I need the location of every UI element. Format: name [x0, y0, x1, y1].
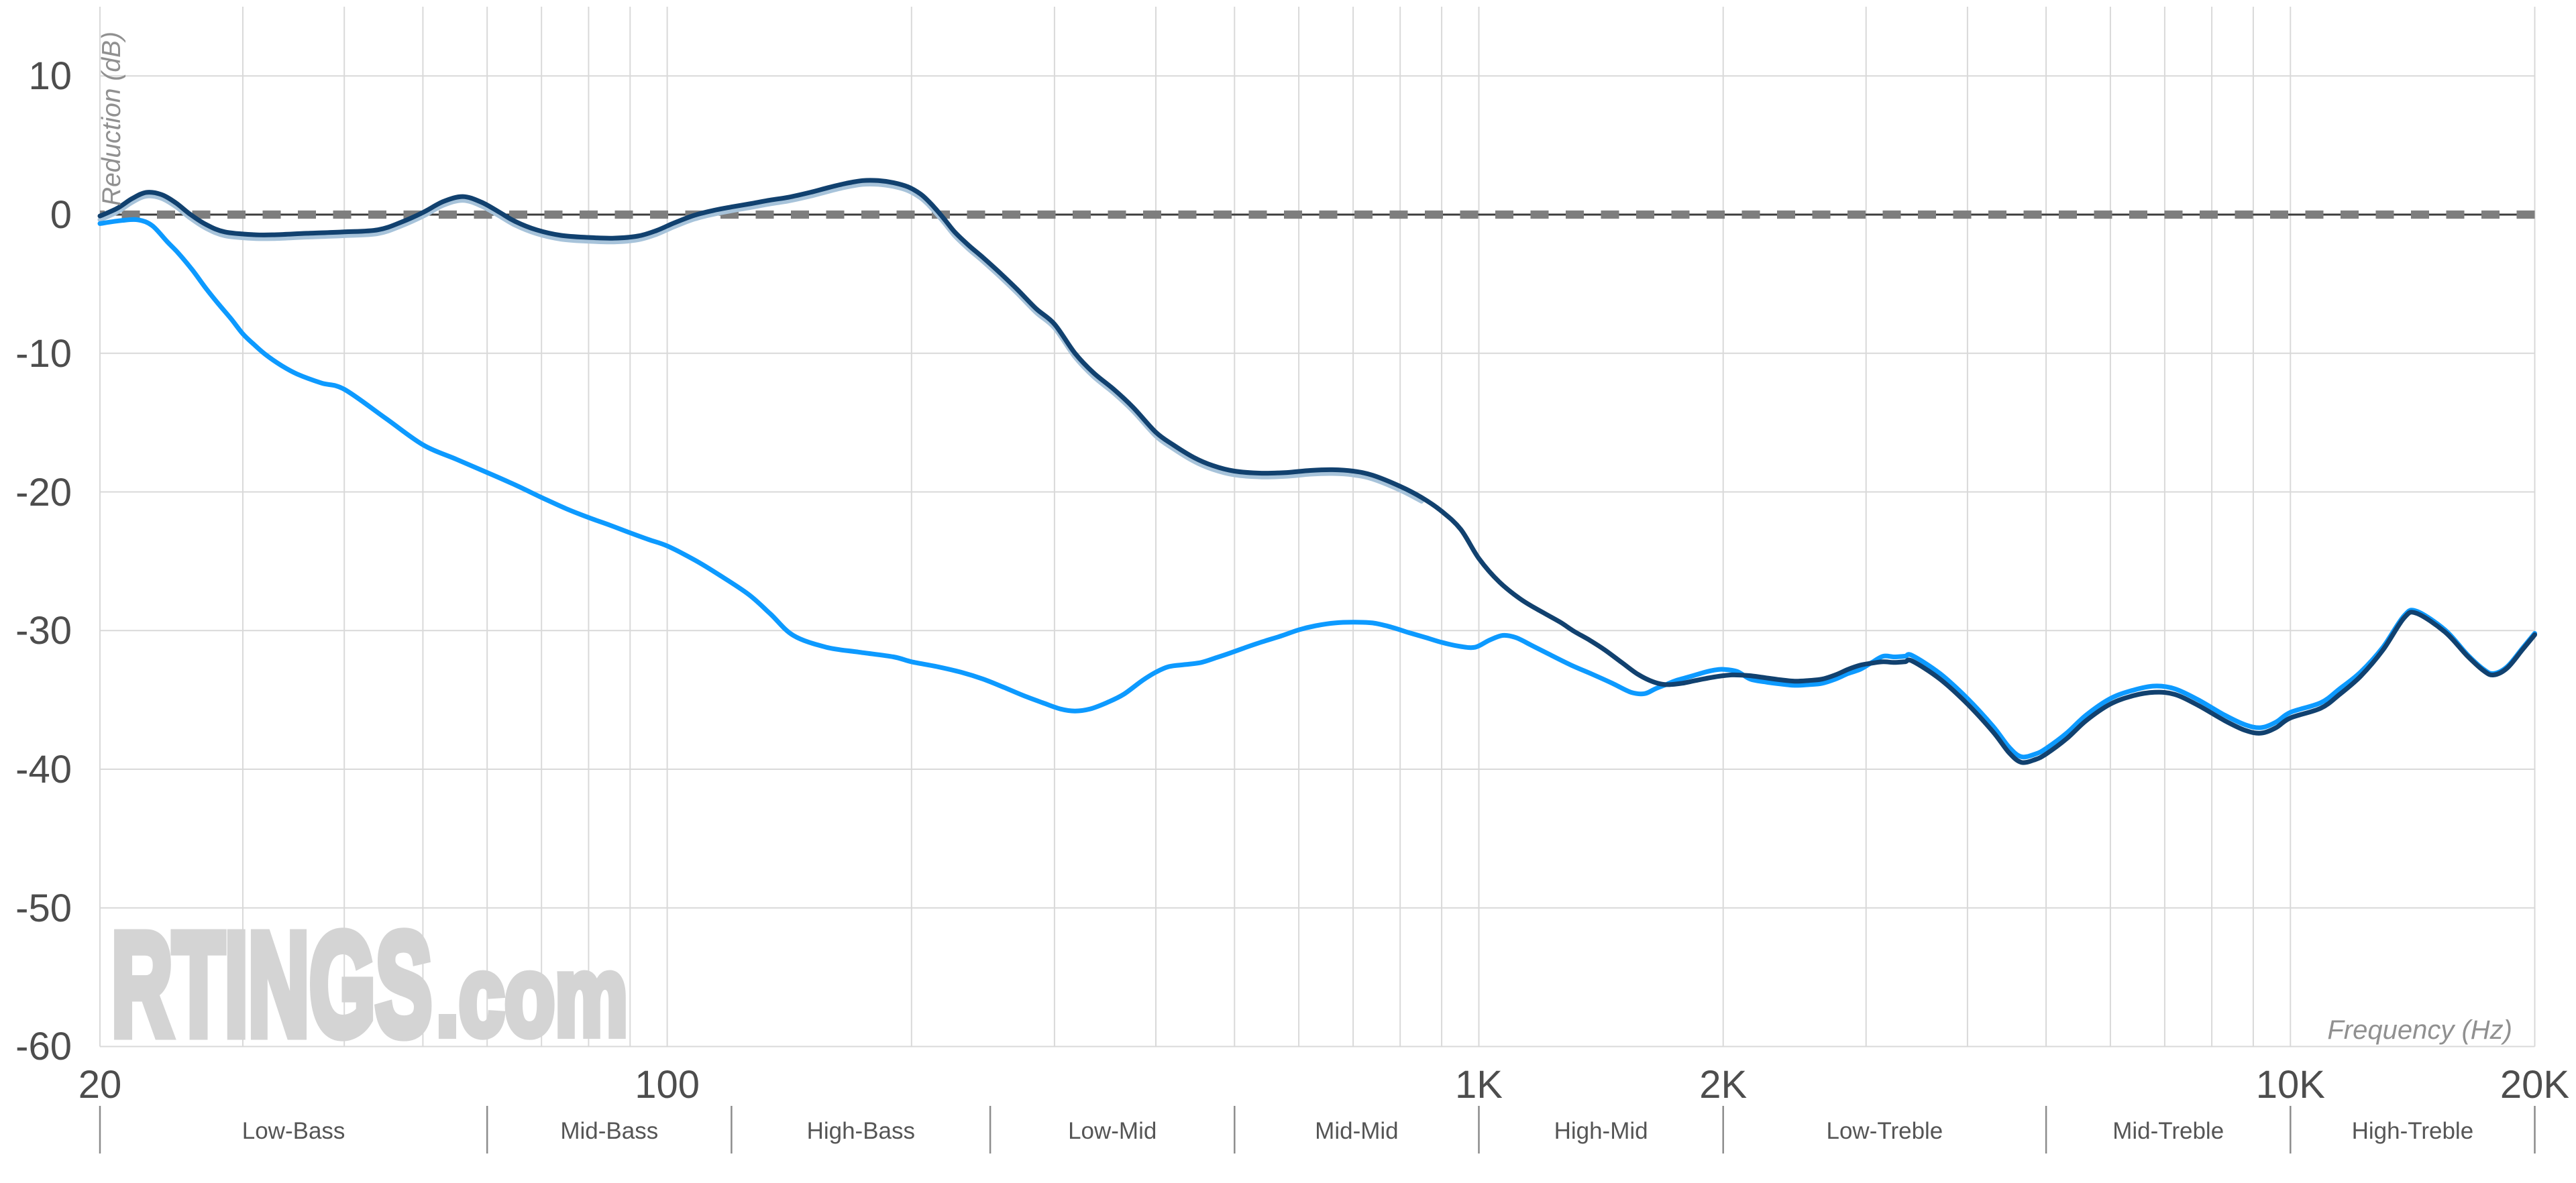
svg-text:High-Bass: High-Bass — [807, 1118, 915, 1144]
svg-text:Low-Bass: Low-Bass — [242, 1118, 345, 1144]
svg-text:Frequency (Hz): Frequency (Hz) — [2327, 1015, 2512, 1045]
svg-text:-60: -60 — [15, 1025, 72, 1068]
svg-text:20: 20 — [78, 1063, 122, 1107]
svg-text:10K: 10K — [2256, 1063, 2326, 1107]
svg-text:.com: .com — [436, 933, 628, 1059]
svg-text:High-Treble: High-Treble — [2352, 1118, 2474, 1144]
svg-text:1K: 1K — [1455, 1063, 1503, 1107]
svg-text:10: 10 — [28, 54, 72, 98]
svg-text:2K: 2K — [1699, 1063, 1747, 1107]
svg-text:Reduction (dB): Reduction (dB) — [97, 32, 126, 206]
svg-text:-30: -30 — [15, 609, 72, 653]
svg-text:-10: -10 — [15, 332, 72, 376]
svg-text:100: 100 — [635, 1063, 700, 1107]
svg-text:-40: -40 — [15, 748, 72, 791]
svg-text:-50: -50 — [15, 887, 72, 930]
svg-text:0: 0 — [50, 193, 72, 237]
svg-text:High-Mid: High-Mid — [1554, 1118, 1648, 1144]
svg-text:-20: -20 — [15, 471, 72, 514]
svg-text:Mid-Bass: Mid-Bass — [560, 1118, 658, 1144]
svg-text:Low-Treble: Low-Treble — [1827, 1118, 1943, 1144]
svg-text:20K: 20K — [2500, 1063, 2570, 1107]
svg-text:RTINGS: RTINGS — [111, 903, 432, 1066]
svg-text:Low-Mid: Low-Mid — [1068, 1118, 1157, 1144]
svg-text:Mid-Treble: Mid-Treble — [2112, 1118, 2224, 1144]
svg-text:Mid-Mid: Mid-Mid — [1315, 1118, 1398, 1144]
